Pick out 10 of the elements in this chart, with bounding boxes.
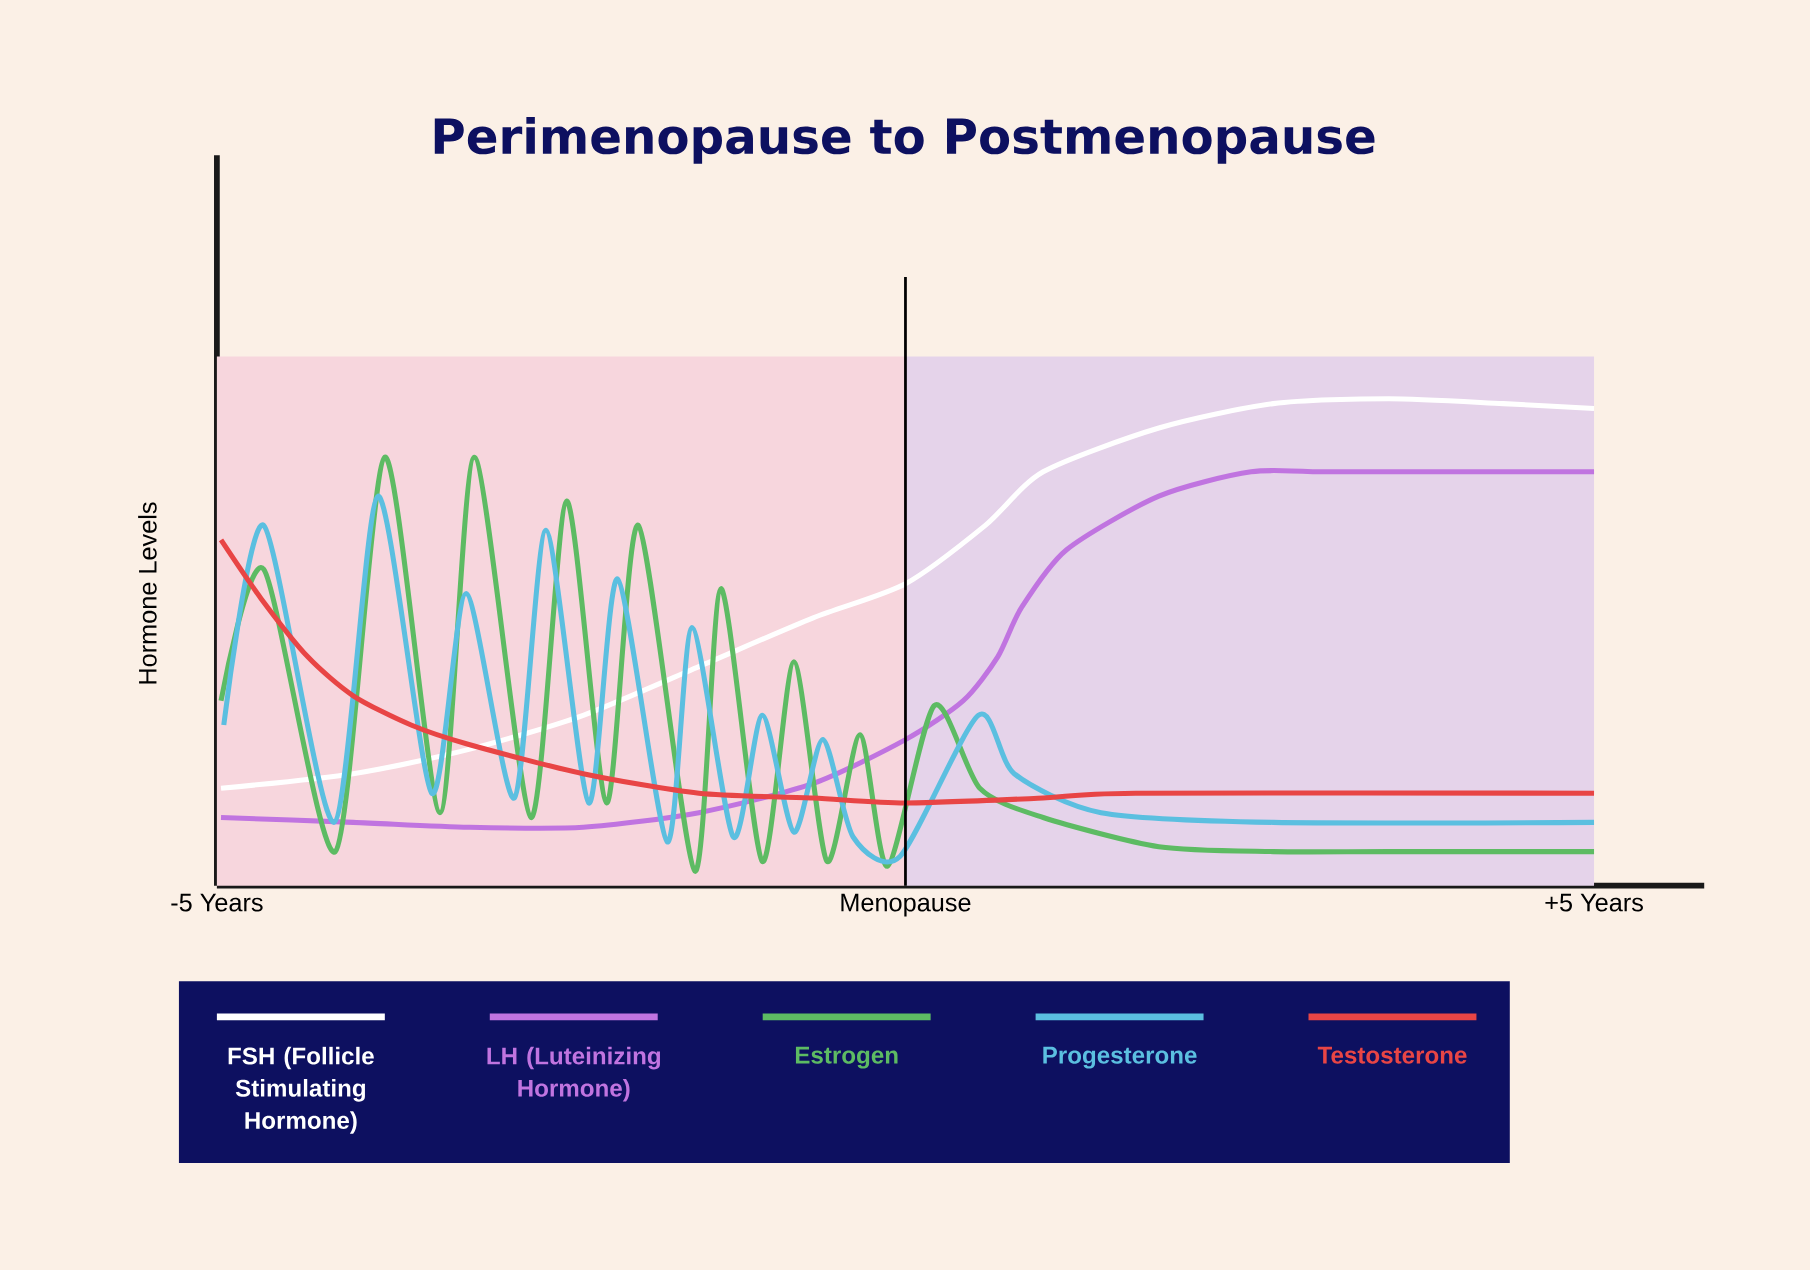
text: Progesterone <box>1043 1046 1197 1069</box>
text: Testosterone <box>1317 1046 1467 1064</box>
x-tick-label: Menopause <box>841 893 971 917</box>
y-axis-title: Hormone Levels <box>138 502 157 684</box>
text: Estrogen <box>795 1046 898 1069</box>
x-tick-label: +5 Years <box>1545 893 1643 912</box>
x-tick-label: -5 Years <box>171 893 263 912</box>
chart-title: Perimenopause to Postmenopause <box>434 117 1375 164</box>
text: LH (Luteinizing Hormone) <box>487 1046 661 1102</box>
text: FSH (Follicle Stimulating Hormone) <box>228 1046 374 1134</box>
